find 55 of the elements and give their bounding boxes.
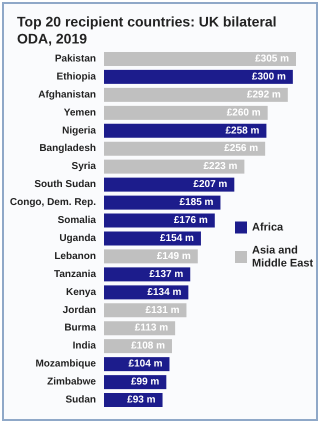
y-tick-label: Tanzania bbox=[54, 268, 96, 280]
y-tick-label: India bbox=[72, 340, 96, 352]
y-tick-label: Somalia bbox=[58, 215, 96, 226]
bar bbox=[104, 106, 268, 120]
data-label: £305 m bbox=[255, 53, 290, 64]
data-label: £292 m bbox=[246, 89, 281, 100]
bar bbox=[104, 70, 293, 84]
data-label: £134 m bbox=[147, 286, 182, 298]
y-tick-label: Mozambique bbox=[35, 358, 96, 370]
data-label: £137 m bbox=[149, 268, 184, 280]
y-tick-label: Congo, Dem. Rep. bbox=[10, 197, 96, 208]
y-tick-label: Syria bbox=[72, 161, 96, 172]
bar bbox=[104, 196, 220, 210]
y-tick-label: Nigeria bbox=[62, 125, 96, 136]
data-label: £258 m bbox=[225, 125, 260, 136]
bar bbox=[104, 214, 215, 228]
data-label: £185 m bbox=[180, 197, 214, 208]
y-tick-label: Uganda bbox=[59, 232, 96, 244]
data-label: £300 m bbox=[252, 71, 286, 82]
y-tick-label: Ethiopia bbox=[56, 71, 96, 82]
legend-label: Asia and Middle East bbox=[252, 244, 314, 270]
y-tick-label: Burma bbox=[64, 322, 96, 334]
bar bbox=[104, 124, 266, 138]
y-tick-label: Pakistan bbox=[54, 53, 96, 64]
y-tick-label: Kenya bbox=[66, 286, 96, 298]
data-label: £176 m bbox=[174, 215, 208, 226]
data-label: £99 m bbox=[130, 376, 160, 388]
y-tick-label: Bangladesh bbox=[39, 143, 96, 154]
chart-title: Top 20 recipient countries: UK bilateral ODA, 2019 bbox=[17, 14, 280, 46]
data-label: £113 m bbox=[134, 322, 168, 334]
data-label: £223 m bbox=[203, 161, 238, 172]
bar bbox=[104, 160, 244, 174]
y-tick-label: Lebanon bbox=[54, 250, 96, 262]
y-tick-label: Sudan bbox=[65, 394, 96, 406]
y-tick-label: Jordan bbox=[62, 304, 96, 316]
bar bbox=[104, 249, 198, 264]
bar bbox=[104, 142, 266, 156]
data-label: £131 m bbox=[146, 304, 180, 316]
y-tick-label: South Sudan bbox=[34, 179, 96, 190]
y-tick-label: Afghanistan bbox=[38, 89, 96, 100]
bar bbox=[104, 52, 296, 66]
y-tick-label: Yemen bbox=[64, 107, 96, 118]
data-label: £108 m bbox=[131, 340, 166, 352]
data-label: £256 m bbox=[224, 143, 258, 154]
data-label: £93 m bbox=[127, 394, 156, 406]
bar bbox=[104, 231, 201, 246]
bar bbox=[104, 178, 234, 192]
data-label: £104 m bbox=[128, 358, 163, 370]
legend-label: Africa bbox=[252, 222, 284, 234]
data-label: £154 m bbox=[160, 232, 194, 244]
data-label: £260 m bbox=[226, 107, 261, 118]
data-label: £149 m bbox=[156, 250, 191, 262]
y-tick-label: Zimbabwe bbox=[47, 376, 96, 388]
bar bbox=[104, 88, 288, 102]
data-label: £207 m bbox=[193, 179, 228, 190]
